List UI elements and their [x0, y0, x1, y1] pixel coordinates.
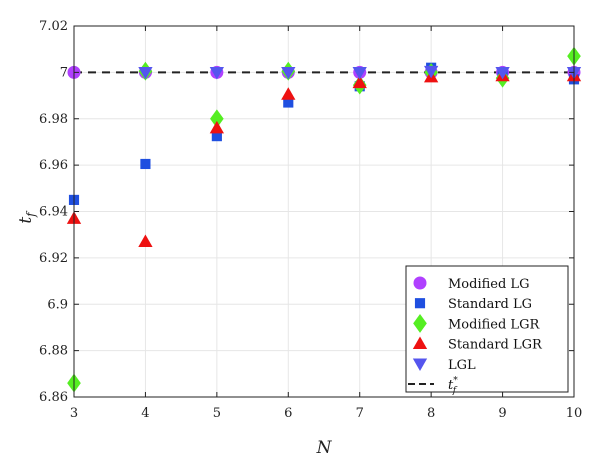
x-tick-label-3: 3 — [70, 406, 78, 421]
data-markers — [66, 46, 582, 393]
marker-standard-lg-n5 — [211, 131, 222, 142]
legend-label-standard-lgr: Standard LGR — [448, 338, 543, 353]
legend-box — [405, 265, 569, 393]
marker-lgl-n4 — [138, 67, 153, 80]
y-tick-label-8: 7.02 — [39, 19, 68, 34]
x-tick-label-6: 6 — [284, 406, 292, 421]
x-tick-label-4: 4 — [141, 406, 149, 421]
y-tick-label-2: 6.9 — [47, 297, 68, 312]
legend-ref-base: t — [448, 378, 454, 393]
legend-label-modified-lgr: Modified LGR — [448, 317, 540, 332]
x-tick-label-9: 9 — [498, 406, 506, 421]
legend-ref-sub: f — [452, 386, 458, 396]
y-tick-label-5: 6.96 — [39, 158, 68, 173]
legend-marker-modified-lgr — [413, 313, 427, 333]
x-tick-label-5: 5 — [213, 406, 221, 421]
legend-marker-standard-lg — [414, 298, 426, 309]
marker-lgl-n6 — [281, 67, 296, 80]
y-axis-ticks: 6.86 6.88 6.9 6.92 6.94 6.96 6.98 7 7.02 — [39, 19, 574, 405]
marker-modified-lgr-n5 — [210, 109, 224, 129]
y-tick-label-7: 7 — [60, 65, 68, 80]
x-axis-label: N — [316, 438, 333, 458]
x-tick-label-7: 7 — [356, 406, 364, 421]
y-axis-label: tf — [16, 210, 38, 224]
y-tick-label-3: 6.92 — [39, 251, 68, 266]
marker-standard-lgr-n4 — [138, 234, 153, 248]
legend-marker-lgl — [412, 358, 428, 371]
legend-label-lgl: LGL — [448, 358, 476, 373]
y-axis-label-base: t — [16, 217, 36, 224]
marker-standard-lgr-n6 — [281, 87, 296, 100]
marker-standard-lgr-n7 — [352, 75, 367, 89]
legend-label-standard-lg: Standard LG — [448, 297, 532, 312]
x-tick-label-8: 8 — [427, 406, 435, 421]
legend: Modified LG Standard LG Modified LGR Standa… — [405, 265, 569, 396]
legend-label-reference-line: t* f — [448, 376, 458, 396]
x-tick-label-10: 10 — [566, 406, 583, 421]
y-tick-label-4: 6.94 — [39, 205, 68, 220]
marker-lgl-n7 — [352, 67, 367, 80]
y-tick-label-1: 6.88 — [39, 344, 68, 359]
x-axis-ticks: 3 4 5 6 7 8 9 10 — [70, 26, 582, 421]
marker-lgl-n9 — [495, 67, 510, 80]
y-axis-label-sub: f — [24, 210, 38, 218]
y-tick-label-6: 6.98 — [39, 112, 68, 127]
marker-standard-lgr-n5 — [209, 120, 225, 134]
marker-lgl-n8 — [423, 65, 439, 79]
marker-lgl-n5 — [209, 67, 225, 80]
legend-label-modified-lg: Modified LG — [448, 277, 529, 292]
legend-marker-standard-lgr — [412, 336, 428, 349]
marker-standard-lg-n6 — [283, 97, 294, 108]
marker-standard-lg-n4 — [140, 158, 151, 170]
legend-ref-sup: * — [453, 376, 458, 386]
y-tick-label-0: 6.86 — [39, 390, 68, 405]
legend-marker-modified-lg — [413, 276, 427, 290]
